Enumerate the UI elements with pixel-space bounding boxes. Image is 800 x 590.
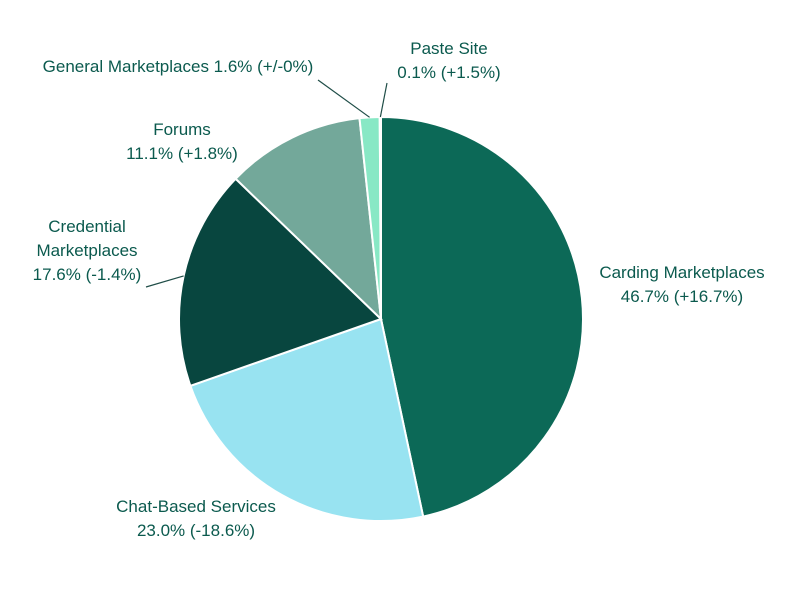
leader-lines — [145, 79, 388, 288]
pie-slice-paste-site — [378, 115, 382, 320]
pie-slice-forums — [234, 117, 383, 322]
slice-label-general-marketplaces-value: General Marketplaces 1.6% (+/-0%) — [43, 57, 314, 76]
pie-slice-carding-marketplaces — [380, 115, 584, 518]
slice-label-carding-marketplaces-value: 46.7% (+16.7%) — [621, 287, 743, 306]
slice-label-credential-marketplaces-name: Credential — [48, 217, 126, 236]
slice-label-forums-name: Forums — [153, 120, 211, 139]
pie-slices — [178, 115, 584, 522]
leader-line-general-marketplaces — [317, 79, 370, 118]
slice-label-forums-value: 11.1% (+1.8%) — [126, 144, 238, 163]
pie-slice-credential-marketplaces — [178, 177, 383, 388]
leader-line-paste-site — [379, 82, 388, 118]
slice-label-credential-marketplaces-name: Marketplaces — [36, 241, 137, 260]
pie-slice-chat-based-services — [189, 317, 425, 522]
slice-labels: Carding Marketplaces 46.7% (+16.7%) Chat-B… — [33, 39, 765, 540]
slice-label-paste-site-name: Paste Site — [410, 39, 488, 58]
slice-label-chat-based-services-name: Chat-Based Services — [116, 497, 276, 516]
slice-label-credential-marketplaces-value: 17.6% (-1.4%) — [33, 265, 142, 284]
slice-label-paste-site-value: 0.1% (+1.5%) — [397, 63, 500, 82]
slice-label-chat-based-services-value: 23.0% (-18.6%) — [137, 521, 255, 540]
leader-line-credential-marketplaces — [145, 275, 184, 288]
slice-label-carding-marketplaces-name: Carding Marketplaces — [599, 263, 764, 282]
